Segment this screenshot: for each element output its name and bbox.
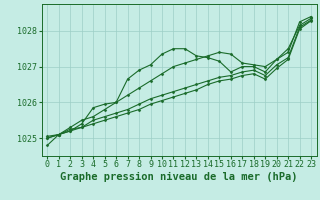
X-axis label: Graphe pression niveau de la mer (hPa): Graphe pression niveau de la mer (hPa) (60, 172, 298, 182)
